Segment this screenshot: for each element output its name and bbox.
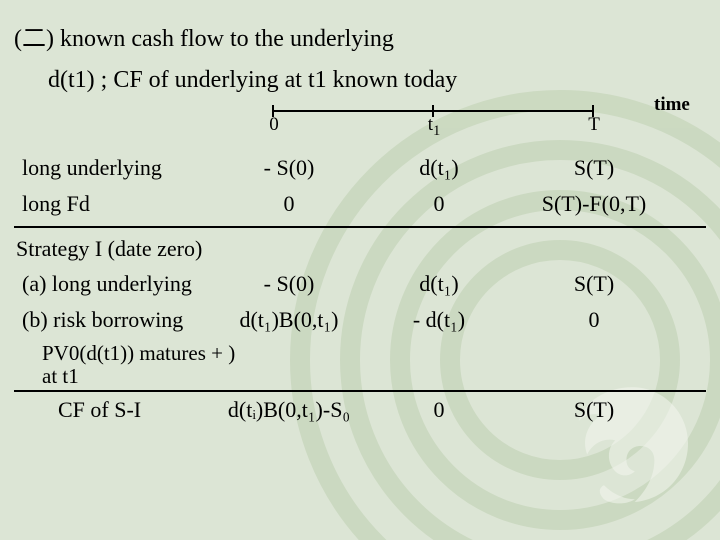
row-label: (a) long underlying xyxy=(14,271,214,297)
cell: 0 xyxy=(514,307,674,333)
pv-note: PV0(d(t1)) matures + ) at t1 xyxy=(14,342,706,388)
cell: - d(t₁) xyxy=(364,307,514,333)
table-row: (a) long underlying- S(0)d(t₁)S(T) xyxy=(14,268,706,304)
strategy-heading: Strategy I (date zero) xyxy=(14,230,706,268)
slide-title: (二) known cash flow to the underlying xyxy=(14,18,706,53)
cell: S(T)-F(0,T) xyxy=(514,191,674,217)
slide-subtitle: d(t1) ; CF of underlying at t1 known tod… xyxy=(48,67,706,94)
cell: d(t₁)B(0,t₁) xyxy=(214,307,364,333)
table-row: CF of S-Id(tᵢ)B(0,t₁)-S₀0S(T) xyxy=(14,394,706,430)
cell: - S(0) xyxy=(214,271,364,297)
table-row: long underlying- S(0)d(t₁)S(T) xyxy=(14,152,706,188)
timeline-tick-label: 0 xyxy=(262,114,286,136)
cell: S(T) xyxy=(514,155,674,181)
cell: 0 xyxy=(214,191,364,217)
cell: S(T) xyxy=(514,397,674,423)
cell: d(t₁) xyxy=(364,155,514,181)
divider xyxy=(14,226,706,228)
cell: 0 xyxy=(364,397,514,423)
row-label: long underlying xyxy=(14,155,214,181)
row-label: (b) risk borrowing xyxy=(14,307,214,333)
timeline-tick-label: T xyxy=(582,114,606,136)
cell: 0 xyxy=(364,191,514,217)
timeline: 0t1T time xyxy=(14,104,706,152)
cell: d(tᵢ)B(0,t₁)-S₀ xyxy=(214,397,364,423)
divider xyxy=(14,390,706,392)
cell: S(T) xyxy=(514,271,674,297)
timeline-tick-label: t1 xyxy=(422,114,446,140)
table-row: long Fd00S(T)-F(0,T) xyxy=(14,188,706,224)
cell: d(t₁) xyxy=(364,271,514,297)
row-label: CF of S-I xyxy=(14,397,214,423)
cell: - S(0) xyxy=(214,155,364,181)
time-axis-label: time xyxy=(654,94,690,116)
row-label: long Fd xyxy=(14,191,214,217)
table-row: (b) risk borrowingd(t₁)B(0,t₁)- d(t₁)0 xyxy=(14,304,706,340)
